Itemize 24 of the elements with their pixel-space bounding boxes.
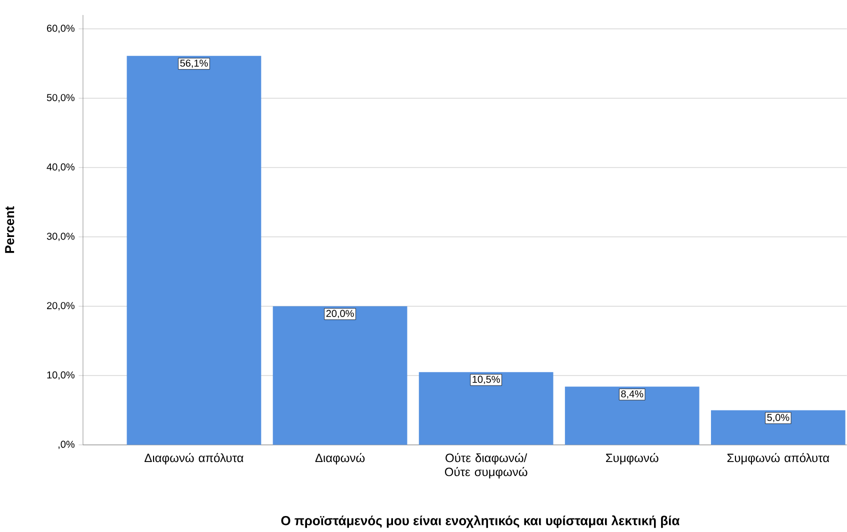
- bar: [564, 386, 700, 446]
- y-tick-label: 30,0%: [46, 233, 75, 242]
- y-tick-label: ,0%: [58, 441, 75, 450]
- bar: [126, 56, 262, 446]
- data-label: 5,0%: [767, 414, 790, 422]
- y-tick-label: 20,0%: [47, 302, 75, 311]
- x-tick-label: Συμφωνώ απόλυτα: [727, 453, 830, 465]
- data-label: 20,0%: [326, 310, 354, 318]
- data-label: 56,1%: [180, 60, 208, 68]
- y-tick-label: 60,0%: [47, 24, 75, 34]
- y-tick-label: 10,0%: [47, 372, 75, 380]
- bar: [710, 410, 846, 446]
- y-axis-title: Percent: [5, 206, 14, 254]
- bar: [272, 306, 408, 446]
- x-tick-label: Ούτε διαφωνώ/ Ούτε συμφωνώ: [444, 453, 528, 479]
- data-label: 10,5%: [472, 376, 500, 384]
- x-tick-label: Διαφωνώ: [315, 453, 365, 465]
- x-tick-label: Συμφωνώ: [606, 453, 658, 465]
- data-label: 8,4%: [621, 390, 644, 399]
- bar: [418, 372, 554, 446]
- x-tick-label: Διαφωνώ απόλυτα: [144, 453, 244, 465]
- y-tick-label: 50,0%: [46, 94, 75, 103]
- y-tick-label: 40,0%: [46, 164, 75, 172]
- x-axis-title: Ο προϊστάμενός μου είναι ενοχλητικός και υφίσταμαι λεκτική βία: [281, 516, 680, 528]
